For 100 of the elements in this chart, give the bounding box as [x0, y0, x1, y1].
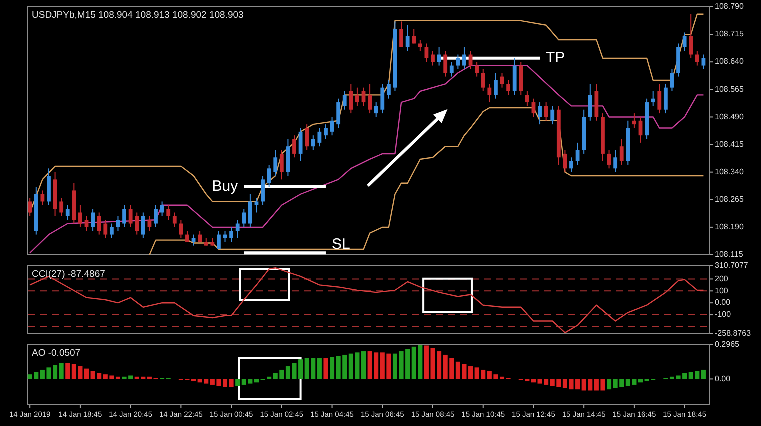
bar — [192, 379, 196, 382]
candlestick — [525, 91, 530, 107]
candlestick — [362, 87, 366, 107]
y-tick-label: 100 — [715, 286, 729, 296]
candlestick — [702, 54, 706, 70]
candlestick — [570, 157, 574, 173]
candlestick — [576, 142, 580, 166]
candlestick — [632, 113, 636, 129]
candlestick — [154, 204, 158, 228]
candlestick — [689, 14, 694, 59]
candlestick — [160, 201, 164, 217]
candlestick — [406, 24, 410, 52]
candlestick — [368, 84, 372, 114]
bar — [607, 379, 612, 390]
y-tick-label: 108.340 — [715, 167, 744, 176]
y-tick-label: 108.565 — [715, 84, 744, 94]
y-tick-label: 310.7077 — [715, 261, 749, 270]
candlestick — [356, 87, 360, 107]
candlestick — [292, 135, 296, 158]
candlestick — [506, 80, 510, 96]
bar — [84, 368, 90, 380]
y-tick-label: 108.115 — [715, 250, 744, 260]
candlestick — [280, 150, 284, 180]
candlestick — [217, 230, 221, 250]
bar — [317, 358, 322, 380]
candlestick — [179, 220, 184, 239]
candlestick — [166, 204, 171, 221]
candlestick — [298, 128, 303, 162]
candlestick — [336, 98, 341, 129]
candlestick — [400, 21, 404, 48]
candlestick — [658, 84, 662, 114]
candlestick — [544, 102, 548, 122]
series-label: TP — [546, 49, 566, 66]
candlestick — [97, 212, 102, 236]
y-tick-label: 108.490 — [715, 112, 744, 122]
candlestick — [128, 204, 133, 228]
candlestick — [538, 102, 542, 126]
candlestick — [318, 128, 322, 148]
candlestick — [311, 135, 316, 151]
candlestick — [695, 50, 700, 66]
candlestick — [84, 216, 89, 232]
candlestick — [462, 46, 466, 70]
candlestick — [305, 124, 310, 151]
candlestick — [91, 208, 96, 232]
candlestick — [242, 208, 246, 228]
y-tick-label: 108.415 — [715, 140, 744, 149]
candlestick — [110, 223, 114, 239]
y-tick-label: 108.640 — [715, 57, 744, 66]
candlestick — [431, 50, 435, 66]
candlestick — [651, 91, 656, 107]
candlestick — [682, 32, 687, 52]
candlestick — [664, 84, 668, 114]
line-series — [30, 268, 704, 334]
candlestick — [267, 164, 272, 188]
candlestick — [28, 198, 32, 217]
candlestick — [342, 91, 347, 110]
candlestick — [437, 46, 442, 66]
bar — [330, 357, 335, 380]
bar — [66, 363, 70, 380]
candlestick — [494, 72, 498, 100]
y-tick-label: 0.00 — [715, 298, 732, 308]
candlestick — [444, 50, 448, 78]
candlestick — [468, 50, 473, 70]
candlestick — [236, 220, 240, 239]
y-tick-label: 108.190 — [715, 222, 744, 232]
candlestick — [172, 212, 177, 228]
candlestick — [607, 150, 612, 170]
candlestick — [254, 198, 259, 214]
bar — [324, 358, 328, 380]
candlestick — [620, 138, 624, 166]
candlestick — [135, 212, 140, 236]
series-label: SL — [332, 236, 350, 253]
candlestick — [66, 204, 70, 221]
candlestick — [380, 84, 385, 114]
bar — [229, 379, 234, 388]
candlestick — [481, 68, 486, 92]
bar — [254, 379, 259, 383]
bar — [638, 379, 644, 383]
candlestick — [588, 84, 592, 122]
y-tick-label: 200 — [715, 274, 729, 284]
candlestick — [60, 198, 64, 217]
y-tick-label: 0.00 — [715, 374, 732, 384]
bar — [468, 366, 474, 380]
candlestick — [274, 150, 278, 177]
bar — [222, 379, 228, 388]
y-tick-label: 108.715 — [715, 30, 744, 39]
candlestick — [532, 98, 536, 118]
series-label: Buy — [212, 178, 239, 195]
candlestick — [456, 54, 460, 70]
chart-title: CCI(27) -87.4867 — [32, 269, 106, 280]
candlestick — [248, 194, 252, 228]
candlestick — [349, 84, 354, 114]
chart-title: USDJPYb,M15 108.904 108.913 108.902 108.903 — [32, 10, 244, 21]
candlestick — [78, 204, 82, 228]
candlestick — [141, 212, 146, 239]
candlestick — [488, 84, 492, 104]
candlestick — [324, 124, 328, 140]
y-tick-label: 0.2965 — [715, 340, 740, 350]
candlestick — [374, 102, 378, 118]
candlestick — [116, 216, 120, 232]
